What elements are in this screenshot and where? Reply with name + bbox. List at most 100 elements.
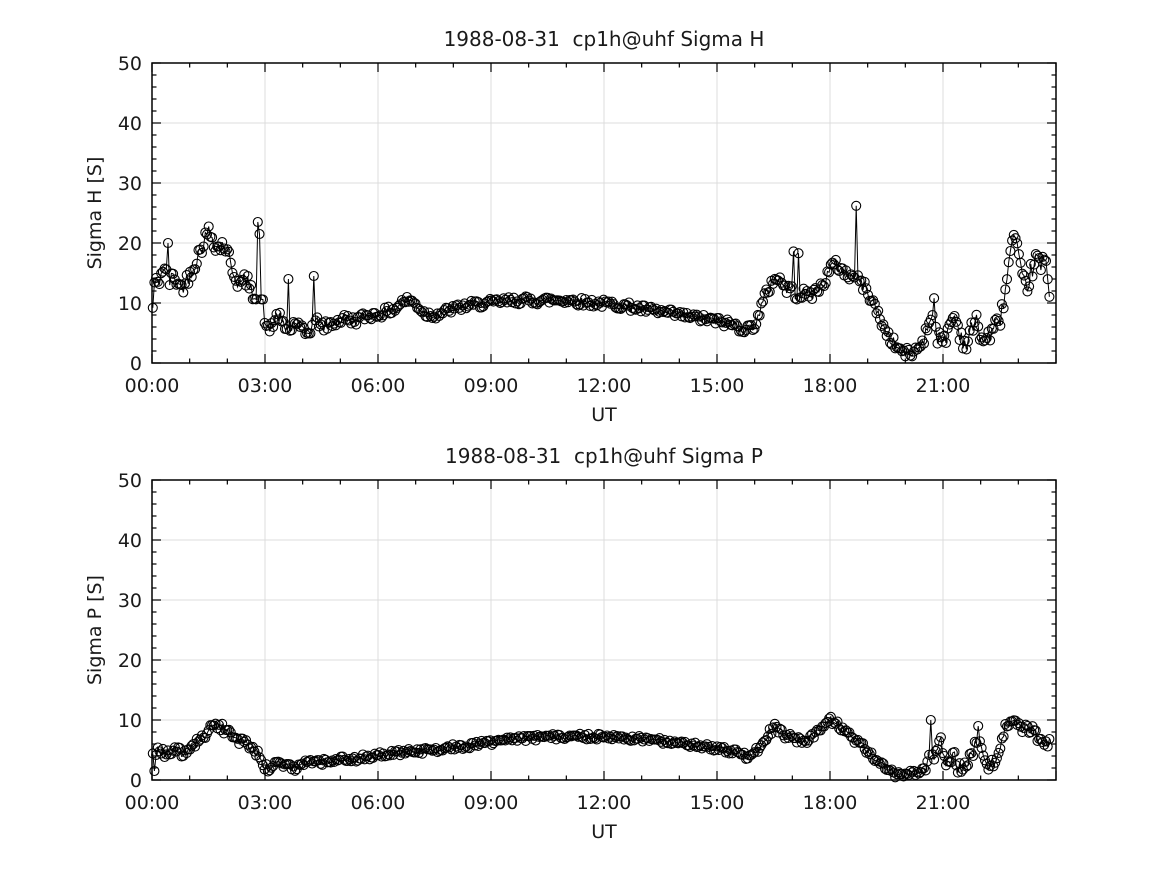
y-tick-label: 0 [130, 353, 142, 375]
sigma-p-axes [151, 479, 1057, 781]
data-point-marker [973, 720, 984, 732]
data-point-marker [774, 723, 785, 734]
data-point-marker [862, 289, 874, 300]
data-point-marker [1035, 265, 1046, 276]
data-point-marker [1005, 245, 1016, 257]
data-point-marker [879, 324, 891, 335]
data-point-marker [1029, 259, 1040, 270]
data-point-marker [381, 305, 392, 317]
x-tick-label: 03:00 [238, 375, 293, 397]
data-point-marker [878, 758, 889, 769]
x-tick-label: 18:00 [803, 375, 858, 397]
data-point-marker [898, 345, 909, 356]
data-point-marker [949, 310, 960, 322]
data-point-marker [698, 309, 709, 321]
data-point-marker [925, 314, 936, 325]
data-point-marker [485, 735, 496, 746]
x-tick-label: 12:00 [577, 792, 632, 814]
data-point-marker [844, 274, 855, 285]
data-point-marker [620, 299, 631, 310]
data-point-marker [1044, 291, 1055, 302]
data-point-marker [830, 254, 841, 265]
data-point-marker [201, 229, 213, 240]
x-tick-label: 15:00 [690, 375, 745, 397]
data-point-marker [225, 727, 236, 738]
data-point-marker [995, 743, 1006, 754]
data-point-marker [534, 297, 545, 308]
data-point-marker [779, 280, 791, 291]
data-point-marker [259, 317, 270, 328]
x-tick-label: 12:00 [577, 375, 632, 397]
x-tick-label: 03:00 [238, 792, 293, 814]
data-point-marker [786, 281, 797, 292]
data-point-marker [222, 244, 233, 255]
data-point-marker [968, 750, 979, 762]
sigma-p-tick-labels: 00:00 03:00 06:00 09:00 12:00 15:00 18:00 21:00… [118, 470, 971, 814]
data-point-marker [251, 294, 262, 305]
data-point-marker [283, 273, 294, 285]
data-point-marker [724, 316, 735, 328]
sigma-h-data-series [147, 200, 1055, 362]
data-point-marker [184, 266, 196, 277]
data-point-marker [918, 763, 930, 774]
sigma-p-gridlines [152, 480, 1056, 780]
data-point-marker [157, 743, 168, 754]
data-point-marker [262, 766, 274, 777]
data-point-marker [974, 736, 985, 747]
data-point-marker [746, 750, 757, 761]
data-point-marker [559, 733, 570, 745]
sigma-h-tick-labels: 00:00 03:00 06:00 09:00 12:00 15:00 18:00 21:00… [118, 53, 971, 397]
data-point-marker [756, 298, 767, 309]
data-point-marker [234, 275, 245, 286]
data-point-marker [979, 335, 991, 346]
data-point-marker [827, 257, 838, 268]
data-point-marker [746, 319, 757, 331]
data-point-marker [749, 323, 760, 334]
data-point-marker [995, 320, 1006, 331]
sigma-p-subplot: 1988-08-31 cp1h@uhf Sigma P 00:00 03:00 06… [84, 444, 1057, 843]
x-tick-label: 09:00 [464, 375, 519, 397]
data-point-marker [939, 750, 950, 762]
data-point-marker [196, 730, 207, 741]
data-point-marker [937, 748, 948, 759]
data-point-marker [947, 312, 958, 324]
data-point-marker [993, 747, 1004, 758]
data-point-marker [674, 306, 685, 318]
data-point-marker [322, 323, 333, 334]
data-point-marker [178, 750, 189, 761]
data-point-marker [262, 320, 274, 331]
data-point-marker [239, 736, 250, 747]
data-point-marker [981, 333, 992, 344]
data-point-marker [432, 308, 443, 319]
y-tick-label: 20 [118, 650, 142, 672]
data-point-marker [268, 321, 279, 332]
data-point-marker [410, 298, 421, 309]
data-point-marker [891, 769, 902, 780]
data-point-marker [457, 300, 468, 311]
data-point-marker [761, 284, 772, 295]
data-point-marker [154, 279, 165, 290]
data-point-marker [207, 232, 218, 243]
y-tick-label: 10 [118, 293, 142, 315]
data-point-marker [985, 760, 996, 771]
data-point-marker [418, 306, 430, 317]
data-point-marker [883, 764, 894, 775]
data-point-marker [846, 269, 857, 280]
data-point-marker [446, 744, 457, 755]
data-point-marker [1015, 257, 1026, 268]
x-tick-label: 21:00 [916, 792, 971, 814]
data-point-marker [803, 291, 814, 302]
data-point-marker [803, 735, 814, 746]
data-point-marker [866, 296, 877, 307]
data-point-marker [407, 295, 418, 306]
data-point-marker [588, 732, 599, 743]
data-point-marker [220, 246, 231, 257]
sigma-p-ylabel: Sigma P [S] [84, 575, 106, 685]
data-point-marker [1010, 233, 1021, 244]
data-point-marker [849, 272, 860, 283]
x-tick-label: 00:00 [125, 375, 180, 397]
data-point-marker [308, 270, 319, 282]
data-point-marker [242, 271, 253, 282]
data-point-marker [595, 729, 606, 740]
data-point-marker [686, 311, 697, 322]
